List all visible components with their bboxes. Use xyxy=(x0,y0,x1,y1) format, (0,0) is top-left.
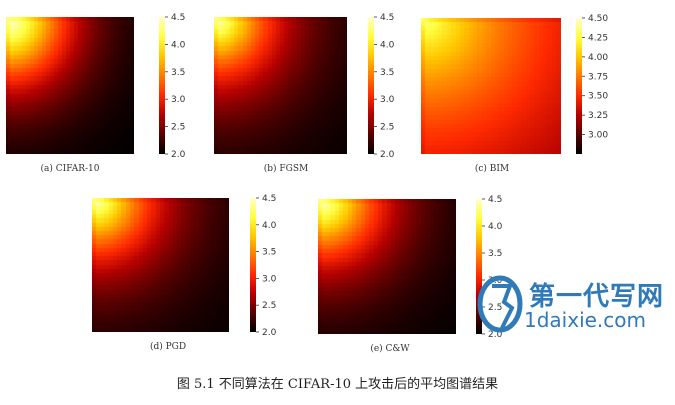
colorbar-tick-label: 2.5 xyxy=(262,301,276,311)
heatmap-e xyxy=(318,199,456,334)
colorbar-tick-label: 3.5 xyxy=(262,248,276,258)
colorbar-tick-label: 4.0 xyxy=(488,222,503,232)
watermark: 第一代写网 1daixie.com xyxy=(474,270,669,340)
colorbar-tick-label: 4.0 xyxy=(380,40,395,50)
figure-caption: 图 5.1 不同算法在 CIFAR-10 上攻击后的平均图谱结果 xyxy=(176,377,499,392)
colorbar-tick-label: 4.25 xyxy=(588,33,608,43)
heatmap-d xyxy=(92,198,229,332)
heatmap-c xyxy=(421,18,561,154)
watermark-logo-icon xyxy=(477,275,523,333)
colorbar-tick-label: 2.5 xyxy=(380,123,394,133)
colorbar-ticks-d: 2.0 2.5 3.0 3.5 4.0 4.5 xyxy=(256,194,277,338)
colorbar-tick-label: 4.5 xyxy=(262,194,276,204)
colorbar-tick-label: 3.0 xyxy=(380,95,395,105)
watermark-title: 第一代写网 xyxy=(529,282,665,312)
colorbar-tick-label: 3.00 xyxy=(588,131,608,141)
colorbar-tick-label: 4.00 xyxy=(588,53,608,63)
heatmap-a xyxy=(6,17,134,154)
colorbar-ticks-c: 3.00 3.25 3.50 3.75 4.00 4.25 4.50 xyxy=(582,14,608,141)
colorbar-ticks-a: 2.0 2.5 3.0 3.5 4.0 4.5 xyxy=(165,13,186,160)
colorbar-tick-label: 2.5 xyxy=(171,123,185,133)
colorbar-b xyxy=(368,17,374,154)
colorbar-tick-label: 4.5 xyxy=(380,13,394,23)
colorbar-tick-label: 2.0 xyxy=(262,328,277,338)
colorbar-tick-label: 3.50 xyxy=(588,92,608,102)
colorbar-tick-label: 3.5 xyxy=(488,249,502,259)
caption-b: (b) FGSM xyxy=(263,164,309,174)
colorbar-tick-label: 3.0 xyxy=(262,274,277,284)
caption-d: (d) PGD xyxy=(149,342,187,352)
caption-c: (c) BIM xyxy=(474,164,510,174)
colorbar-tick-label: 3.5 xyxy=(171,68,185,78)
colorbar-tick-label: 3.0 xyxy=(171,95,186,105)
colorbar-tick-label: 3.25 xyxy=(588,111,608,121)
colorbar-tick-label: 4.0 xyxy=(171,40,186,50)
colorbar-c xyxy=(576,18,582,154)
colorbar-tick-label: 4.5 xyxy=(488,195,502,205)
heatmap-b xyxy=(214,17,347,154)
colorbar-tick-label: 2.5 xyxy=(488,303,502,313)
colorbar-tick-label: 2.0 xyxy=(380,150,395,160)
colorbar-ticks-b: 2.0 2.5 3.0 3.5 4.0 4.5 xyxy=(374,13,395,160)
colorbar-tick-label: 3.75 xyxy=(588,72,608,82)
colorbar-tick-label: 2.0 xyxy=(171,150,186,160)
colorbar-tick-label: 2.0 xyxy=(488,330,503,340)
colorbar-tick-label: 4.5 xyxy=(171,13,185,23)
colorbar-tick-label: 4.50 xyxy=(588,14,608,24)
watermark-subtitle: 1daixie.com xyxy=(524,308,647,332)
colorbar-d xyxy=(250,198,256,332)
colorbar-e xyxy=(476,199,482,334)
caption-a: (a) CIFAR-10 xyxy=(40,164,100,174)
colorbar-a xyxy=(159,17,165,154)
colorbar-tick-label: 4.0 xyxy=(262,221,277,231)
caption-e: (e) C&W xyxy=(370,344,410,354)
colorbar-tick-label: 3.5 xyxy=(380,68,394,78)
